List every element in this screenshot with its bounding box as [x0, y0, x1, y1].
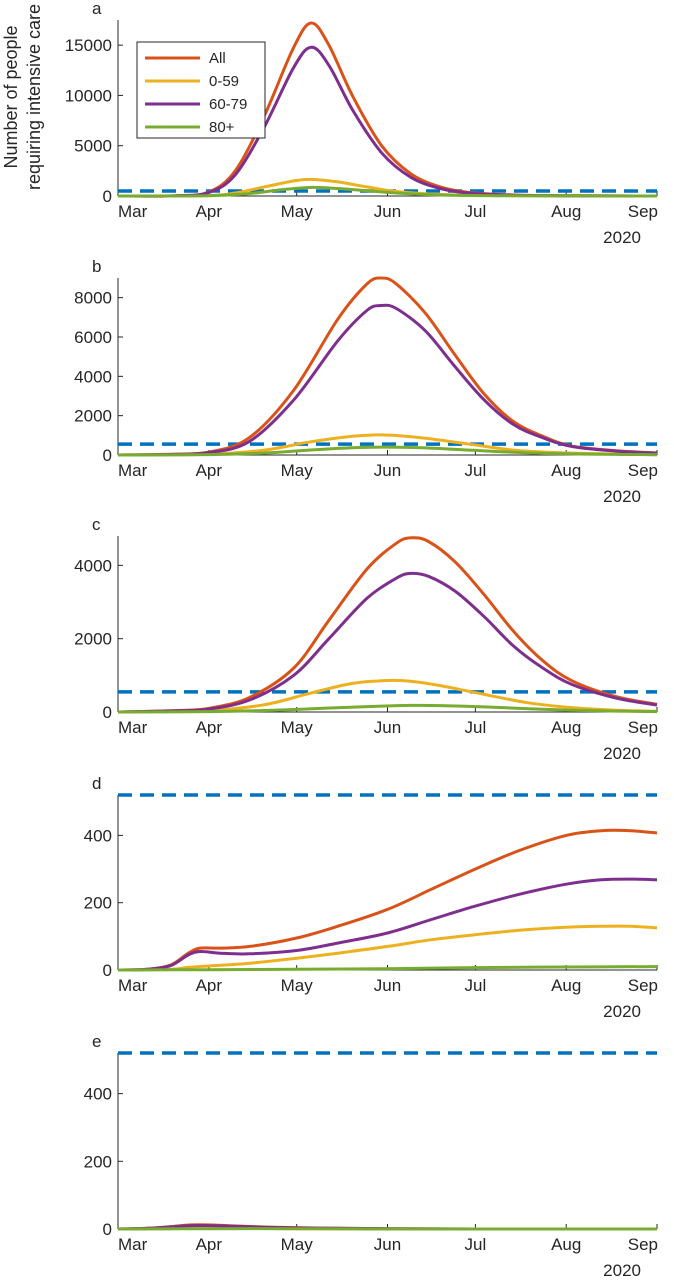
series-line-80plus	[117, 445, 658, 457]
x-tick-label: Jun	[374, 461, 401, 480]
y-tick-label: 4000	[74, 367, 112, 386]
x-tick-label: Apr	[196, 202, 223, 221]
x-tick-label: Jun	[374, 718, 401, 737]
x-tick-label: Sep	[628, 976, 658, 995]
series-line-All	[117, 536, 658, 714]
year-label: 2020	[603, 1002, 641, 1021]
x-tick-label: Jun	[374, 202, 401, 221]
y-tick-label: 0	[103, 961, 112, 980]
x-tick-label: Mar	[118, 202, 148, 221]
y-tick-label: 5000	[74, 137, 112, 156]
panel-b: b 0 2000 4000 6000 8000 Mar Apr May Jun Jul Aug Sep 2…	[74, 257, 658, 506]
panel-e: e 0 200 400 Mar Apr May Jun Jul Aug Sep 2020	[84, 1032, 658, 1280]
y-tick-label: 2000	[74, 630, 112, 649]
panel-a: a 0 5000 10000 15000 Mar Apr May Jun Jul Aug Sep 202…	[65, 0, 658, 247]
panel-letter-b: b	[92, 257, 101, 276]
panels-group: a 0 5000 10000 15000 Mar Apr May Jun Jul Aug Sep 202…	[65, 0, 658, 1280]
x-tick-label: May	[281, 461, 314, 480]
x-tick-label: Jun	[374, 1235, 401, 1254]
legend-label: 80+	[209, 119, 235, 136]
year-label: 2020	[603, 1261, 641, 1280]
series-line-0-59	[117, 924, 658, 972]
x-tick-label: Mar	[118, 461, 148, 480]
x-tick-label: Aug	[551, 461, 581, 480]
y-tick-label: 2000	[74, 407, 112, 426]
panel-letter-a: a	[92, 0, 102, 18]
y-tick-label: 400	[84, 1085, 112, 1104]
x-tick-label: Mar	[118, 1235, 148, 1254]
series-line-80plus	[117, 703, 658, 714]
y-tick-label: 6000	[74, 328, 112, 347]
x-tick-label: Apr	[196, 1235, 223, 1254]
series-line-0-59	[117, 678, 658, 714]
x-tick-label: Sep	[628, 1235, 658, 1254]
panel-letter-c: c	[92, 515, 101, 534]
y-tick-label: 4000	[74, 556, 112, 575]
y-axis-label-line-1: Number of people	[1, 25, 21, 168]
x-tick-label: Mar	[118, 976, 148, 995]
x-tick-label: Jul	[465, 202, 487, 221]
x-tick-label: Apr	[196, 718, 223, 737]
series-line-All	[117, 828, 658, 972]
x-tick-label: May	[281, 718, 314, 737]
year-label: 2020	[603, 744, 641, 763]
y-tick-label: 200	[84, 1152, 112, 1171]
x-tick-label: Mar	[118, 718, 148, 737]
panel-c: c 0 2000 4000 Mar Apr May Jun Jul Aug Sep 2020	[74, 515, 658, 763]
shared-y-axis-label: Number of people requiring intensive car…	[1, 4, 44, 190]
legend-label: 0-59	[209, 73, 239, 90]
x-tick-label: Jul	[465, 976, 487, 995]
x-tick-label: Apr	[196, 976, 223, 995]
y-tick-label: 0	[103, 187, 112, 206]
series-line-60-79	[117, 303, 658, 457]
x-tick-label: May	[281, 1235, 314, 1254]
y-tick-label: 0	[103, 446, 112, 465]
x-tick-label: Aug	[551, 202, 581, 221]
y-tick-label: 0	[103, 1220, 112, 1239]
series-line-60-79	[117, 571, 658, 714]
legend-label: 60-79	[209, 96, 247, 113]
year-label: 2020	[603, 228, 641, 247]
x-tick-label: Jul	[465, 461, 487, 480]
x-tick-label: Apr	[196, 461, 223, 480]
series-line-80plus	[117, 185, 658, 198]
x-tick-label: Sep	[628, 718, 658, 737]
panel-letter-d: d	[92, 774, 101, 793]
x-tick-label: Jun	[374, 976, 401, 995]
y-tick-label: 10000	[65, 86, 112, 105]
x-tick-label: Sep	[628, 202, 658, 221]
x-tick-label: Aug	[551, 976, 581, 995]
year-label: 2020	[603, 487, 641, 506]
y-tick-label: 15000	[65, 36, 112, 55]
legend-label: All	[209, 50, 226, 67]
y-tick-label: 8000	[74, 289, 112, 308]
legend: All 0-59 60-79 80+	[136, 41, 266, 139]
series-line-60-79	[117, 877, 658, 972]
y-tick-label: 0	[103, 703, 112, 722]
series-line-80plus	[117, 965, 658, 972]
y-axis-label-line-2: requiring intensive care	[24, 4, 44, 190]
panel-letter-e: e	[92, 1032, 101, 1051]
x-tick-label: Sep	[628, 461, 658, 480]
x-tick-label: Jul	[465, 718, 487, 737]
x-tick-label: Aug	[551, 718, 581, 737]
panel-d: d 0 200 400 Mar Apr May Jun Jul Aug Sep 2020	[84, 774, 658, 1021]
x-tick-label: May	[281, 976, 314, 995]
x-tick-label: May	[281, 202, 314, 221]
x-tick-label: Aug	[551, 1235, 581, 1254]
x-tick-label: Jul	[465, 1235, 487, 1254]
y-tick-label: 400	[84, 826, 112, 845]
y-tick-label: 200	[84, 894, 112, 913]
legend-box	[136, 41, 266, 139]
